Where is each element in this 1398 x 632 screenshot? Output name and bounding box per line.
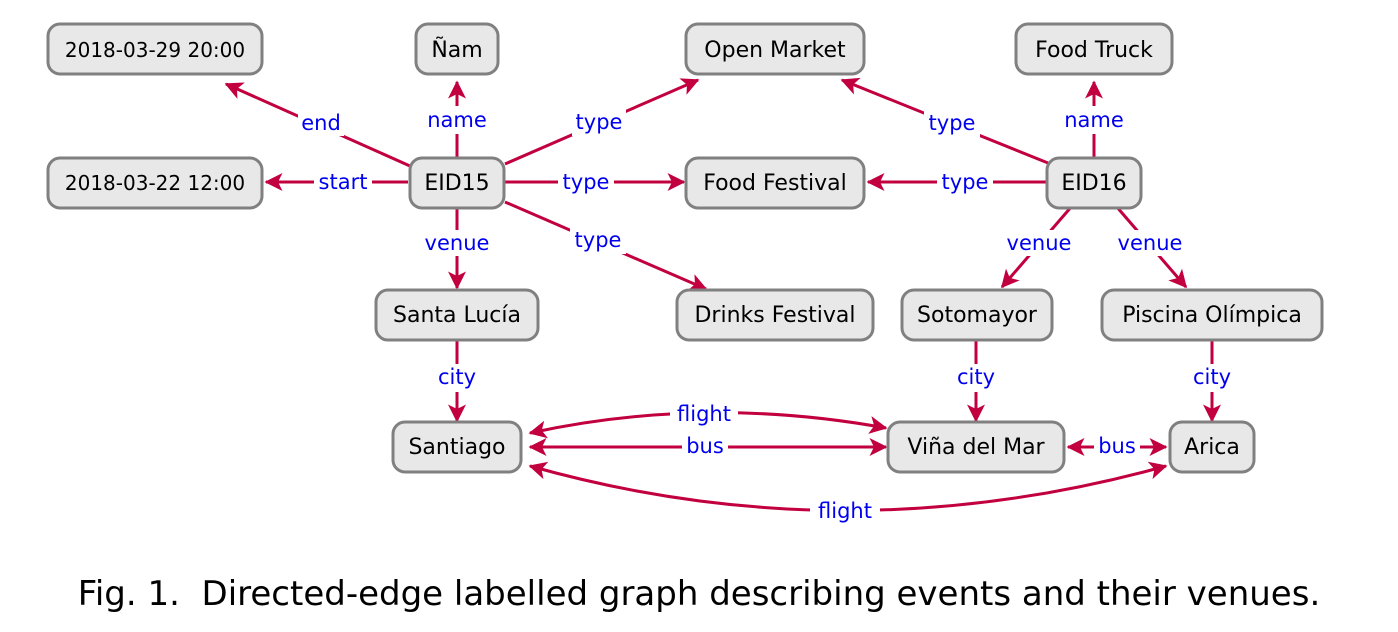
svg-text:Santa Lucía: Santa Lucía bbox=[393, 303, 521, 328]
edge-label-type-drinks-15: type bbox=[575, 228, 622, 252]
nodes: 2018-03-29 20:00 Ñam Open Market Food Tr… bbox=[46, 22, 1324, 474]
graph-diagram: end name type start type venue type type… bbox=[46, 22, 1324, 525]
edge-label-venue-16a: venue bbox=[1007, 231, 1072, 255]
node-food-truck: Food Truck bbox=[1014, 22, 1174, 76]
svg-text:Viña del Mar: Viña del Mar bbox=[907, 435, 1045, 460]
svg-text:Food Truck: Food Truck bbox=[1035, 38, 1153, 63]
svg-text:2018-03-29 20:00: 2018-03-29 20:00 bbox=[65, 38, 245, 62]
edge-labels: end name type start type venue type type… bbox=[298, 106, 1237, 525]
edge-label-bus-sv: bus bbox=[686, 434, 724, 458]
edge-label-type-food-15: type bbox=[563, 170, 610, 194]
edge-label-name-15: name bbox=[427, 108, 487, 132]
node-eid15: EID15 bbox=[408, 156, 506, 210]
figure-caption: Fig. 1. Directed-edge labelled graph des… bbox=[77, 574, 1321, 614]
node-vina-del-mar: Viña del Mar bbox=[886, 420, 1066, 474]
svg-text:Piscina Olímpica: Piscina Olímpica bbox=[1122, 303, 1302, 328]
node-santiago: Santiago bbox=[391, 420, 523, 474]
edge-label-flight-sa: flight bbox=[818, 499, 872, 523]
svg-text:Ñam: Ñam bbox=[431, 36, 482, 63]
edge-label-start: start bbox=[319, 170, 368, 194]
edge-label-venue-15: venue bbox=[425, 231, 490, 255]
node-eid16: EID16 bbox=[1045, 156, 1143, 210]
svg-text:Drinks Festival: Drinks Festival bbox=[694, 303, 855, 328]
node-end-time: 2018-03-29 20:00 bbox=[46, 22, 264, 76]
edge-label-type-open-16: type bbox=[929, 111, 976, 135]
edge-label-city-soto: city bbox=[957, 365, 995, 389]
svg-text:Santiago: Santiago bbox=[408, 435, 505, 460]
svg-text:2018-03-22 12:00: 2018-03-22 12:00 bbox=[65, 171, 245, 195]
svg-text:EID15: EID15 bbox=[424, 171, 489, 196]
edge-label-venue-16b: venue bbox=[1118, 231, 1183, 255]
node-open-market: Open Market bbox=[684, 22, 866, 76]
node-arica: Arica bbox=[1168, 420, 1256, 474]
node-sotomayor: Sotomayor bbox=[900, 288, 1054, 342]
edge-label-end: end bbox=[301, 111, 341, 135]
svg-text:EID16: EID16 bbox=[1061, 171, 1126, 196]
edge-label-type-food-16: type bbox=[942, 170, 989, 194]
svg-text:Food Festival: Food Festival bbox=[703, 171, 847, 196]
svg-text:Sotomayor: Sotomayor bbox=[917, 303, 1038, 328]
svg-text:Open Market: Open Market bbox=[704, 38, 846, 63]
node-nam: Ñam bbox=[414, 22, 500, 76]
node-piscina-olimpica: Piscina Olímpica bbox=[1100, 288, 1324, 342]
edge-label-city-santa: city bbox=[438, 365, 476, 389]
edge-label-type-open-15: type bbox=[576, 110, 623, 134]
node-food-festival: Food Festival bbox=[684, 156, 866, 210]
edge-label-bus-va: bus bbox=[1098, 434, 1136, 458]
node-start-time: 2018-03-22 12:00 bbox=[46, 156, 264, 210]
node-drinks-festival: Drinks Festival bbox=[675, 288, 875, 342]
edge-label-city-pisc: city bbox=[1193, 365, 1231, 389]
edge-label-flight-sv: flight bbox=[677, 402, 731, 426]
node-santa-lucia: Santa Lucía bbox=[374, 288, 540, 342]
svg-text:Arica: Arica bbox=[1184, 435, 1240, 460]
edge-label-name-16: name bbox=[1064, 108, 1124, 132]
